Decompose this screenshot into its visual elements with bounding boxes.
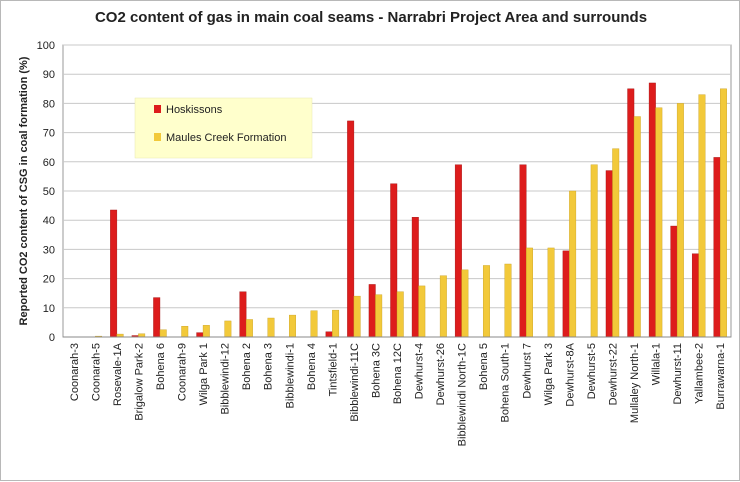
bar-hoskissons: [563, 251, 570, 337]
bar-maules-creek: [419, 286, 426, 337]
bar-hoskissons: [628, 89, 635, 337]
y-tick-label: 40: [43, 215, 55, 227]
x-tick-label: Coonarah-5: [90, 343, 102, 401]
x-tick-label: Bohena 2: [241, 343, 253, 390]
bar-maules-creek: [677, 103, 684, 337]
bar-maules-creek: [505, 264, 512, 337]
x-tick-label: Bibblewindi North-1C: [457, 343, 469, 446]
bar-maules-creek: [332, 310, 339, 337]
bar-maules-creek: [289, 315, 296, 337]
x-tick-label: Dewhurst 7: [521, 343, 533, 399]
x-tick-label: Bohena 5: [478, 343, 490, 390]
bar-maules-creek: [720, 89, 727, 337]
x-tick-label: Yallambee-2: [694, 343, 706, 404]
bar-hoskissons: [153, 298, 160, 337]
x-tick-label: Dewhurst-4: [414, 343, 426, 399]
bar-hoskissons: [240, 292, 247, 337]
bar-maules-creek: [268, 318, 275, 337]
bar-maules-creek: [354, 296, 361, 337]
x-tick-label: Bohena 3C: [370, 343, 382, 398]
y-tick-label: 50: [43, 186, 55, 198]
bar-hoskissons: [391, 184, 398, 337]
bar-maules-creek: [569, 191, 576, 337]
bar-maules-creek: [462, 270, 469, 337]
x-tick-label: Bibblewindi-12: [220, 343, 232, 415]
x-tick-label: Coonarah-3: [69, 343, 81, 401]
x-tick-label: Coonarah-9: [177, 343, 189, 401]
x-tick-label: Bibblewindi-1: [284, 343, 296, 408]
x-tick-label: Mullaley North-1: [629, 343, 641, 423]
bar-hoskissons: [197, 333, 204, 337]
y-tick-label: 30: [43, 244, 55, 256]
x-tick-label: Bohena 12C: [392, 343, 404, 404]
x-tick-label: Bohena 4: [306, 343, 318, 390]
legend-swatch: [154, 133, 161, 141]
bar-hoskissons: [649, 83, 656, 337]
x-tick-label: Dewhurst-11: [672, 343, 684, 405]
x-tick-label: Wilga Park 1: [198, 343, 210, 405]
bar-hoskissons: [606, 171, 613, 337]
bar-hoskissons: [455, 165, 462, 337]
x-tick-label: Wilga Park 3: [543, 343, 555, 405]
x-tick-label: Dewhurst-8A: [564, 342, 576, 406]
x-tick-label: Dewhurst-26: [435, 343, 447, 405]
bar-hoskissons: [692, 254, 699, 337]
bar-hoskissons: [326, 332, 333, 337]
bar-maules-creek: [634, 117, 641, 337]
x-tick-label: Burrawarna-1: [715, 343, 727, 410]
bar-maules-creek: [160, 330, 167, 337]
x-tick-label: Bohena South-1: [500, 343, 512, 423]
y-tick-label: 10: [43, 303, 55, 315]
bar-maules-creek: [548, 248, 555, 337]
y-tick-label: 90: [43, 69, 55, 81]
bar-hoskissons: [347, 121, 354, 337]
bar-maules-creek: [440, 276, 447, 337]
bar-hoskissons: [369, 284, 376, 337]
legend-swatch: [154, 105, 161, 113]
bar-hoskissons: [412, 217, 419, 337]
y-axis-label: Reported CO2 content of CSG in coal form…: [18, 56, 30, 325]
x-tick-label: Brigalow Park-2: [133, 343, 145, 421]
bar-maules-creek: [526, 248, 533, 337]
bar-maules-creek: [483, 265, 490, 337]
y-tick-label: 0: [49, 332, 55, 344]
legend-box: [135, 98, 312, 158]
x-tick-label: Rosevale-1A: [112, 342, 124, 406]
bar-hoskissons: [520, 165, 527, 337]
bar-maules-creek: [182, 326, 189, 337]
y-tick-label: 80: [43, 98, 55, 110]
x-tick-label: Bohena 6: [155, 343, 167, 390]
bar-maules-creek: [311, 311, 318, 337]
bar-maules-creek: [699, 95, 706, 337]
x-tick-label: Bibblewindi-11C: [349, 343, 361, 422]
bar-maules-creek: [203, 325, 210, 337]
y-tick-label: 100: [37, 40, 55, 52]
bar-maules-creek: [612, 149, 619, 337]
y-tick-label: 60: [43, 157, 55, 169]
bar-hoskissons: [714, 157, 721, 337]
bar-maules-creek: [246, 319, 253, 337]
legend-label: Hoskissons: [166, 104, 223, 116]
legend-label: Maules Creek Formation: [166, 132, 286, 144]
x-tick-label: Willala-1: [651, 343, 663, 385]
bar-maules-creek: [397, 292, 404, 337]
x-tick-label: Dewhurst-5: [586, 343, 598, 399]
bar-maules-creek: [225, 321, 232, 337]
bar-hoskissons: [110, 210, 117, 337]
bar-maules-creek: [375, 295, 382, 337]
bar-maules-creek: [591, 165, 598, 337]
bar-hoskissons: [671, 226, 678, 337]
x-tick-label: Dewhurst-22: [607, 343, 619, 405]
bar-maules-creek: [656, 108, 663, 337]
y-tick-label: 70: [43, 128, 55, 140]
y-tick-label: 20: [43, 274, 55, 286]
x-tick-label: Bohena 3: [263, 343, 275, 390]
x-tick-label: Tintsfield-1: [327, 343, 339, 396]
